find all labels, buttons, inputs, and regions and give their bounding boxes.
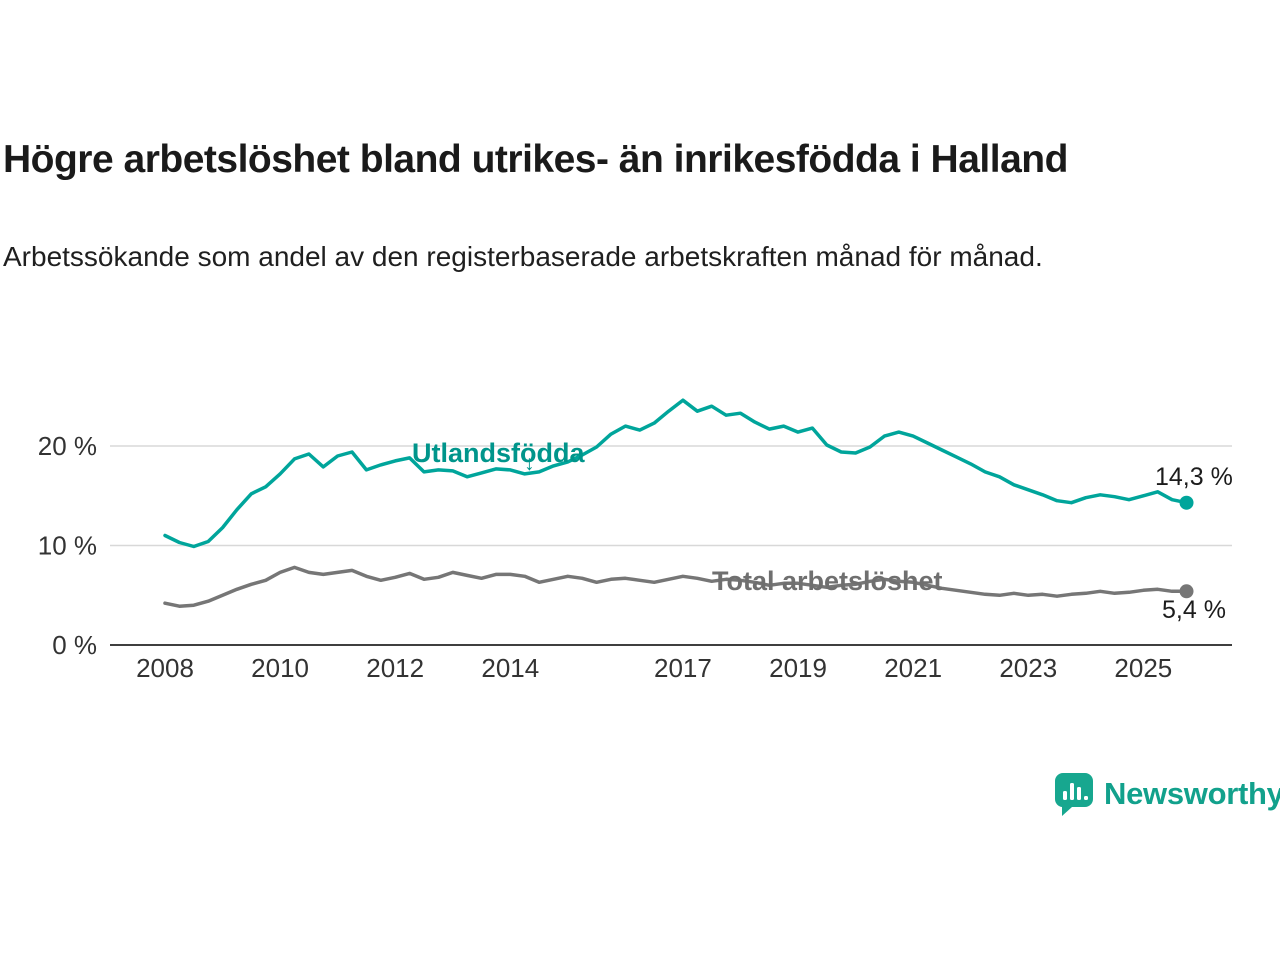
series-line-total	[163, 565, 1189, 608]
newsworthy-icon	[1054, 773, 1093, 816]
series-label-utlandsfodda: Utlandsfödda	[412, 438, 585, 468]
x-tick-label: 2010	[251, 653, 309, 683]
x-tick-label: 2021	[884, 653, 942, 683]
x-tick-label: 2014	[481, 653, 539, 683]
y-tick-label: 0 %	[52, 630, 97, 660]
newsworthy-wordmark: Newsworthy	[1104, 776, 1280, 811]
y-tick-label: 10 %	[38, 531, 97, 561]
end-value-label-total: 5,4 %	[1162, 596, 1226, 624]
series-line-utlandsfodda	[163, 398, 1189, 549]
page-title: Högre arbetslöshet bland utrikes- än inr…	[3, 138, 1068, 181]
x-tick-label: 2012	[366, 653, 424, 683]
newsworthy-logo: Newsworthy	[1054, 772, 1280, 816]
x-tick-label: 2017	[654, 653, 712, 683]
series-end-dot-utlandsfodda	[1179, 495, 1194, 510]
x-tick-label: 2023	[999, 653, 1057, 683]
series-end-dot-total	[1179, 584, 1194, 599]
chart-subtitle: Arbetssökande som andel av den registerb…	[3, 241, 1043, 272]
y-tick-label: 20 %	[38, 431, 97, 461]
end-value-label-utlandsfodda: 14,3 %	[1155, 463, 1233, 491]
x-tick-label: 2025	[1114, 653, 1172, 683]
x-tick-label: 2008	[136, 653, 194, 683]
series-label-total: Total arbetslöshet	[712, 566, 943, 596]
x-tick-label: 2019	[769, 653, 827, 683]
down-arrow-icon: ↓	[524, 452, 535, 475]
